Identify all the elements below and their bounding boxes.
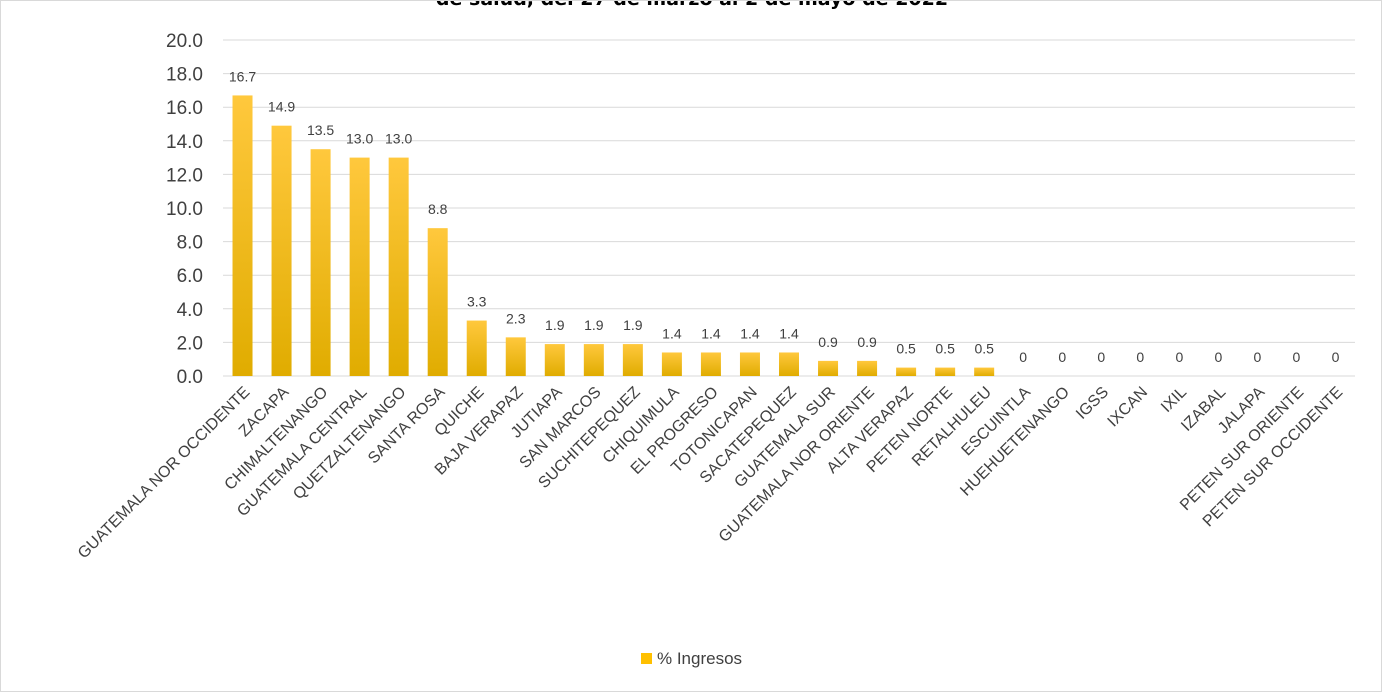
legend: % Ingresos [641, 649, 742, 668]
data-label: 13.5 [307, 122, 334, 138]
data-labels: 16.7 14.9 13.5 13.0 13.0 8.8 3.3 2.3 1.9 1.9 1.9 1.… [229, 68, 1340, 365]
data-label: 0 [1254, 349, 1262, 365]
data-label: 1.4 [779, 325, 799, 341]
y-tick-label: 6.0 [177, 266, 203, 287]
bar [818, 360, 839, 376]
y-tick-label: 18.0 [166, 65, 203, 86]
bars [232, 95, 995, 377]
bar [544, 344, 565, 376]
bar [700, 352, 721, 376]
bar [427, 228, 448, 376]
bar [739, 352, 760, 376]
bar [779, 352, 799, 376]
y-tick-label: 8.0 [177, 233, 203, 254]
data-label: 1.4 [701, 325, 721, 341]
bar [232, 95, 253, 376]
bar [935, 367, 956, 376]
bar [896, 367, 917, 376]
category-label: IXIL [1158, 384, 1190, 416]
data-label: 1.9 [623, 317, 643, 333]
legend-label: % Ingresos [657, 649, 742, 668]
bar [310, 149, 331, 376]
y-tick-label: 20.0 [166, 31, 203, 52]
bar [388, 157, 409, 376]
data-label: 0 [1097, 349, 1105, 365]
data-label: 0.9 [857, 334, 877, 350]
data-label: 1.4 [662, 325, 682, 341]
data-label: 0 [1332, 349, 1340, 365]
y-tick-label: 4.0 [177, 300, 203, 321]
data-label: 1.9 [584, 317, 604, 333]
category-labels: GUATEMALA NOR OCCIDENTEZACAPACHIMALTENAN… [75, 384, 1346, 563]
y-tick-label: 12.0 [166, 165, 203, 186]
data-label: 0.9 [818, 334, 838, 350]
data-label: 1.4 [740, 325, 760, 341]
data-label: 13.0 [385, 131, 412, 147]
data-label: 2.3 [506, 310, 526, 326]
data-label: 14.9 [268, 99, 295, 115]
data-label: 0 [1136, 349, 1144, 365]
data-label: 0.5 [896, 341, 916, 357]
data-label: 0 [1175, 349, 1183, 365]
chart-title: de salud, del 27 de marzo al 2 de mayo d… [1, 1, 1381, 10]
bar [466, 320, 487, 376]
bar [349, 157, 370, 376]
bar [661, 352, 682, 376]
data-label: 0 [1293, 349, 1301, 365]
bar [505, 337, 526, 376]
bar [271, 125, 292, 377]
bar [583, 344, 604, 376]
data-label: 3.3 [467, 294, 487, 310]
data-label: 0.5 [935, 341, 955, 357]
category-label: GUATEMALA NOR OCCIDENTE [75, 384, 253, 562]
bar [857, 360, 878, 376]
y-axis-ticks: 0.0 2.0 4.0 6.0 8.0 10.0 12.0 14.0 16.0 18.0 20.0 [166, 31, 203, 388]
data-label: 16.7 [229, 68, 256, 84]
data-label: 13.0 [346, 131, 373, 147]
data-label: 0.5 [974, 341, 994, 357]
data-label: 8.8 [428, 201, 448, 217]
category-label: IXCAN [1105, 384, 1152, 431]
y-tick-label: 10.0 [166, 199, 203, 220]
gridlines [223, 39, 1355, 377]
y-tick-label: 14.0 [166, 132, 203, 153]
data-label: 0 [1019, 349, 1027, 365]
y-tick-label: 16.0 [166, 98, 203, 119]
legend-swatch [641, 653, 652, 664]
data-label: 1.9 [545, 317, 565, 333]
y-tick-label: 0.0 [177, 367, 203, 388]
bar [622, 344, 643, 376]
y-tick-label: 2.0 [177, 333, 203, 354]
data-label: 0 [1214, 349, 1222, 365]
bar [974, 367, 995, 376]
data-label: 0 [1058, 349, 1066, 365]
